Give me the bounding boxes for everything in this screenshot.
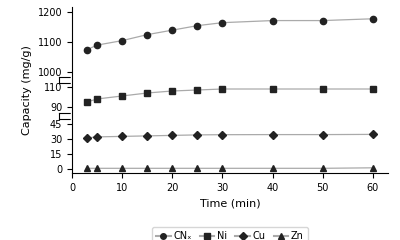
CNₓ [220, 21, 225, 24]
Cu [120, 135, 124, 138]
Zn [370, 166, 375, 169]
Cu [170, 134, 175, 137]
Line: Zn: Zn [84, 165, 376, 171]
Ni [170, 90, 175, 92]
Zn [120, 167, 124, 170]
Cu [85, 137, 90, 139]
Cu [220, 133, 225, 136]
CNₓ [170, 29, 175, 32]
Zn [95, 167, 100, 170]
CNₓ [95, 44, 100, 47]
Zn [145, 167, 150, 170]
Ni [95, 97, 100, 100]
Cu [370, 133, 375, 136]
Ni [320, 88, 325, 90]
Cu [195, 133, 200, 136]
Zn [85, 167, 90, 170]
Ni [145, 91, 150, 94]
CNₓ [145, 33, 150, 36]
Cu [320, 133, 325, 136]
Cu [270, 133, 275, 136]
CNₓ [370, 17, 375, 20]
Ni [85, 101, 90, 103]
Legend: CNₓ, Ni, Cu, Zn: CNₓ, Ni, Cu, Zn [152, 227, 308, 240]
CNₓ [85, 48, 90, 51]
Ni [370, 88, 375, 90]
CNₓ [320, 19, 325, 22]
Zn [170, 167, 175, 170]
CNₓ [270, 19, 275, 22]
X-axis label: Time (min): Time (min) [200, 198, 260, 208]
Line: Cu: Cu [84, 132, 376, 141]
Cu [145, 134, 150, 137]
CNₓ [195, 24, 200, 27]
Zn [270, 167, 275, 170]
Ni [270, 88, 275, 90]
Cu [95, 135, 100, 138]
CNₓ [120, 39, 124, 42]
Zn [195, 167, 200, 170]
Ni [120, 95, 124, 97]
Ni [220, 88, 225, 90]
Ni [195, 89, 200, 91]
Zn [220, 167, 225, 170]
Line: CNₓ: CNₓ [84, 16, 376, 53]
Line: Ni: Ni [84, 86, 376, 105]
Y-axis label: Capacity (mg/g): Capacity (mg/g) [22, 45, 32, 135]
Zn [320, 167, 325, 170]
